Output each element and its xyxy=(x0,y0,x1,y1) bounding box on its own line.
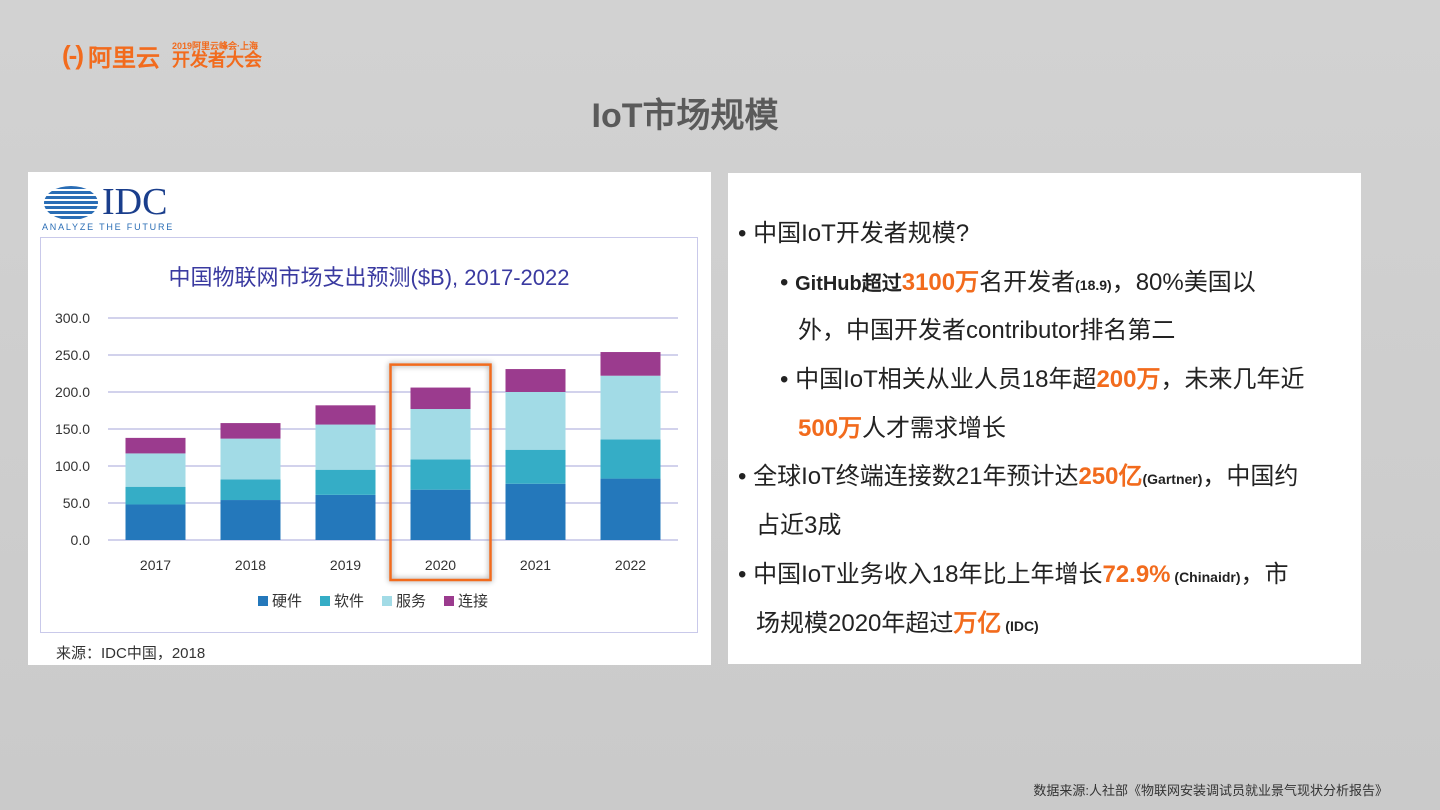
aliyun-logo: (-) 阿里云 2019阿里云峰会·上海 开发者大会 xyxy=(62,38,262,73)
y-tick-label: 150.0 xyxy=(55,421,90,437)
bar-segment-连接 xyxy=(315,405,376,425)
bullet-2: • 全球IoT终端连接数21年预计达250亿(Gartner)，中国约 xyxy=(738,463,1299,490)
event-sub: 2019阿里云峰会·上海 xyxy=(171,41,259,51)
bar-segment-服务 xyxy=(505,392,566,450)
bar-segment-硬件 xyxy=(600,478,661,540)
legend-label: 硬件 xyxy=(272,593,302,610)
bar-segment-连接 xyxy=(220,423,281,439)
chart-frame: 中国物联网市场支出预测($B), 2017-2022 xyxy=(40,237,698,633)
y-tick-label: 0.0 xyxy=(71,532,91,548)
bar-segment-硬件 xyxy=(505,483,566,540)
bar-segment-软件 xyxy=(600,439,661,479)
logo-name: 阿里云 xyxy=(87,45,160,72)
bullet-3: • 中国IoT业务收入18年比上年增长72.9% (Chinaidr)，市 xyxy=(738,561,1289,588)
y-tick-label: 200.0 xyxy=(55,384,90,400)
bar-segment-服务 xyxy=(600,375,661,440)
bar-segment-服务 xyxy=(315,424,376,470)
idc-tagline: ANALYZE THE FUTURE xyxy=(42,222,175,232)
chart-title: 中国物联网市场支出预测($B), 2017-2022 xyxy=(168,265,570,290)
legend-label: 连接 xyxy=(458,593,488,610)
bar-segment-连接 xyxy=(410,387,471,410)
slide-title: IoT市场规模 xyxy=(591,97,779,135)
bar-segment-硬件 xyxy=(220,500,281,540)
bullet-3-cont: 场规模2020年超过万亿 (IDC) xyxy=(756,610,1039,637)
bar-segment-软件 xyxy=(505,449,566,484)
legend-swatch xyxy=(382,596,392,606)
bar-segment-硬件 xyxy=(315,494,376,540)
bar-segment-连接 xyxy=(125,437,186,454)
bullet-1-1: • GitHub超过3100万名开发者(18.9)，80%美国以 xyxy=(780,269,1256,296)
source-note: 来源：IDC中国，2018 xyxy=(56,645,206,662)
bar-segment-硬件 xyxy=(125,504,186,540)
legend-swatch xyxy=(320,596,330,606)
bullet-1-2: • 中国IoT相关从业人员18年超200万，未来几年近 xyxy=(780,366,1305,393)
x-tick-label: 2020 xyxy=(425,557,456,573)
legend-swatch xyxy=(258,596,268,606)
bar-segment-软件 xyxy=(125,486,186,505)
bullet-2-cont: 占近3成 xyxy=(756,512,842,539)
bullet-1-1-cont: 外，中国开发者contributor排名第二 xyxy=(798,317,1176,344)
bar-segment-服务 xyxy=(410,409,471,460)
aliyun-mark-icon: (-) xyxy=(62,40,84,70)
event-title: 开发者大会 xyxy=(171,50,262,70)
bar-segment-连接 xyxy=(505,369,566,392)
legend-label: 软件 xyxy=(334,593,364,610)
bullet-1: • 中国IoT开发者规模? xyxy=(738,220,970,247)
y-tick-label: 250.0 xyxy=(55,347,90,363)
idc-logo: IDC ANALYZE THE FUTURE xyxy=(42,180,174,232)
y-tick-label: 300.0 xyxy=(55,310,90,326)
bar-segment-软件 xyxy=(410,459,471,490)
highlight-box xyxy=(389,363,492,582)
x-tick-label: 2018 xyxy=(235,557,266,573)
y-tick-label: 50.0 xyxy=(63,495,90,511)
bar-segment-软件 xyxy=(220,479,281,501)
legend-label: 服务 xyxy=(396,593,426,610)
chart-panel: IDC ANALYZE THE FUTURE 中国物联网市场支出预测($B), … xyxy=(28,172,711,665)
x-tick-label: 2019 xyxy=(330,557,361,573)
y-tick-label: 100.0 xyxy=(55,458,90,474)
bar-segment-连接 xyxy=(600,352,661,376)
bar-segment-服务 xyxy=(125,453,186,487)
x-tick-label: 2022 xyxy=(615,557,646,573)
bar-segment-硬件 xyxy=(410,489,471,540)
bullet-panel: • 中国IoT开发者规模? • GitHub超过3100万名开发者(18.9)，… xyxy=(728,173,1361,664)
bullet-1-2-cont: 500万人才需求增长 xyxy=(798,415,1007,442)
globe-icon xyxy=(44,186,98,220)
footer-source: 数据来源:人社部《物联网安装调试员就业景气现状分析报告》 xyxy=(1033,783,1388,798)
legend-swatch xyxy=(444,596,454,606)
bar-segment-软件 xyxy=(315,469,376,495)
idc-name: IDC xyxy=(102,181,168,223)
x-tick-label: 2017 xyxy=(140,557,171,573)
stacked-bar-chart: 0.0 50.0 100.0 150.0 200.0 250.0 300.0 2017 2018… xyxy=(55,310,678,610)
x-tick-label: 2021 xyxy=(520,557,551,573)
bar-segment-服务 xyxy=(220,438,281,480)
